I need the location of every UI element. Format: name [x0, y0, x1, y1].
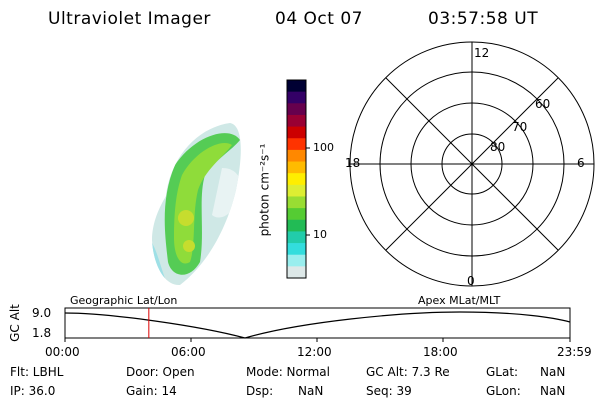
colorbar-stripe — [287, 208, 306, 221]
colorbar-stripe — [287, 103, 306, 116]
colorbar-stripe — [287, 149, 306, 163]
colorbar — [286, 79, 310, 279]
time-label: 03:57:58 UT — [428, 9, 539, 29]
lat-label-60: 60 — [535, 97, 551, 111]
colorbar-stripe — [287, 196, 306, 209]
date-label: 04 Oct 07 — [275, 9, 363, 29]
colorbar-stripe — [287, 138, 306, 151]
status-glat-label: GLat: — [486, 365, 519, 379]
timeline-ytick-bottom: 1.8 — [32, 326, 52, 340]
colorbar-stripe — [287, 254, 306, 267]
colorbar-stripe — [287, 231, 306, 244]
colorbar-stripe — [287, 91, 306, 104]
lat-label-70: 70 — [512, 120, 528, 134]
colorbar-stripe — [287, 126, 306, 139]
mlt-label-0: 0 — [467, 274, 475, 288]
mlt-label-18: 18 — [345, 156, 361, 170]
status-door: Door: Open — [126, 365, 195, 379]
lat-label-80: 80 — [490, 140, 506, 154]
colorbar-stripe — [287, 266, 306, 279]
polar-grid — [349, 41, 595, 287]
status-glat-value: NaN — [540, 365, 566, 379]
aurora-image — [152, 123, 241, 286]
status-filter: Flt: LBHL — [10, 365, 64, 379]
timeline-left-caption: Geographic Lat/Lon — [70, 294, 178, 307]
mlt-label-12: 12 — [474, 46, 490, 60]
status-gc-alt: GC Alt: 7.3 Re — [366, 365, 450, 379]
colorbar-stripe — [287, 184, 306, 198]
timeline-ylabel: GC Alt — [7, 304, 22, 342]
altitude-curve — [64, 311, 571, 339]
colorbar-stripe — [287, 80, 306, 93]
status-glon-label: GLon: — [486, 384, 521, 398]
timeline-ytick-top: 9.0 — [32, 306, 52, 320]
timeline-xtick: 23:59 — [557, 345, 592, 359]
colorbar-unit-label: photon cm⁻²s⁻¹ — [257, 143, 272, 237]
timeline-xtick: 18:00 — [423, 345, 458, 359]
colorbar-tick-10: 10 — [313, 228, 327, 241]
timeline-xtick: 06:00 — [171, 345, 206, 359]
timeline-plot — [64, 307, 571, 342]
status-dsp-value: NaN — [298, 384, 324, 398]
timeline-right-caption: Apex MLat/MLT — [418, 294, 501, 307]
timeline-xtick: 12:00 — [297, 345, 332, 359]
colorbar-stripe — [287, 173, 306, 186]
colorbar-stripe — [287, 114, 306, 128]
app-title: Ultraviolet Imager — [48, 9, 211, 29]
timeline-xtick: 00:00 — [45, 345, 80, 359]
status-seq: Seq: 39 — [366, 384, 412, 398]
status-ip: IP: 36.0 — [10, 384, 56, 398]
mlt-label-6: 6 — [577, 156, 585, 170]
colorbar-stripe — [287, 161, 306, 174]
status-glon-value: NaN — [540, 384, 566, 398]
colorbar-stripe — [287, 219, 306, 233]
colorbar-tick-100: 100 — [313, 141, 334, 154]
status-gain: Gain: 14 — [126, 384, 177, 398]
colorbar-stripe — [287, 243, 306, 256]
status-mode: Mode: Normal — [246, 365, 330, 379]
status-dsp-label: Dsp: — [246, 384, 274, 398]
